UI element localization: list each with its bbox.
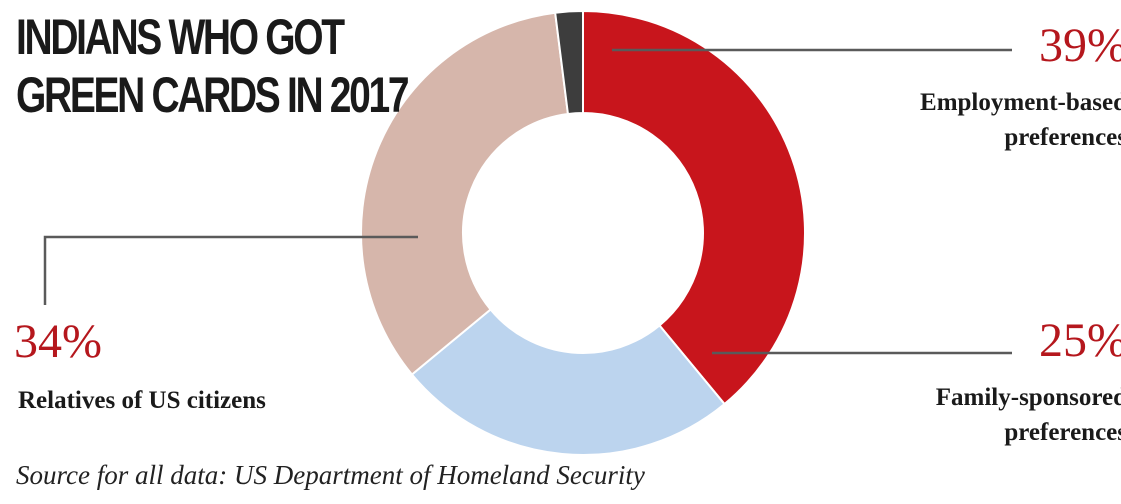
employment-label-line-1: Employment-based: [920, 89, 1121, 116]
leader-lines: [43, 48, 1012, 355]
slice-relatives-of-us-citizens: [360, 11, 570, 376]
employment-category-label: Employment-based preferences: [920, 85, 1121, 155]
chart-title: INDIANS WHO GOT GREEN CARDS IN 2017: [16, 8, 410, 124]
family-label-line-1: Family-sponsored: [935, 384, 1121, 411]
leader-line-relatives: [43, 235, 418, 305]
family-category-label: Family-sponsored preferences: [936, 380, 1121, 450]
slice-family-sponsored-preferences: [410, 308, 726, 456]
title-line-2: GREEN CARDS IN 2017: [16, 67, 410, 123]
title-line-1: INDIANS WHO GOT: [16, 9, 345, 65]
relatives-percent-label: 34%: [14, 315, 102, 368]
relatives-category-label: Relatives of US citizens: [18, 383, 266, 418]
employment-percent-label: 39%: [1039, 19, 1121, 72]
slice-other: [554, 9, 584, 116]
family-label-line-2: preferences: [1004, 419, 1121, 446]
slice-employment-based-preferences: [582, 9, 806, 406]
donut-slices: [360, 9, 806, 456]
family-percent-label: 25%: [1039, 314, 1121, 367]
source-note: Source for all data: US Department of Ho…: [16, 460, 645, 490]
employment-label-line-2: preferences: [1004, 124, 1121, 151]
relatives-label-line-1: Relatives of US citizens: [18, 387, 266, 414]
